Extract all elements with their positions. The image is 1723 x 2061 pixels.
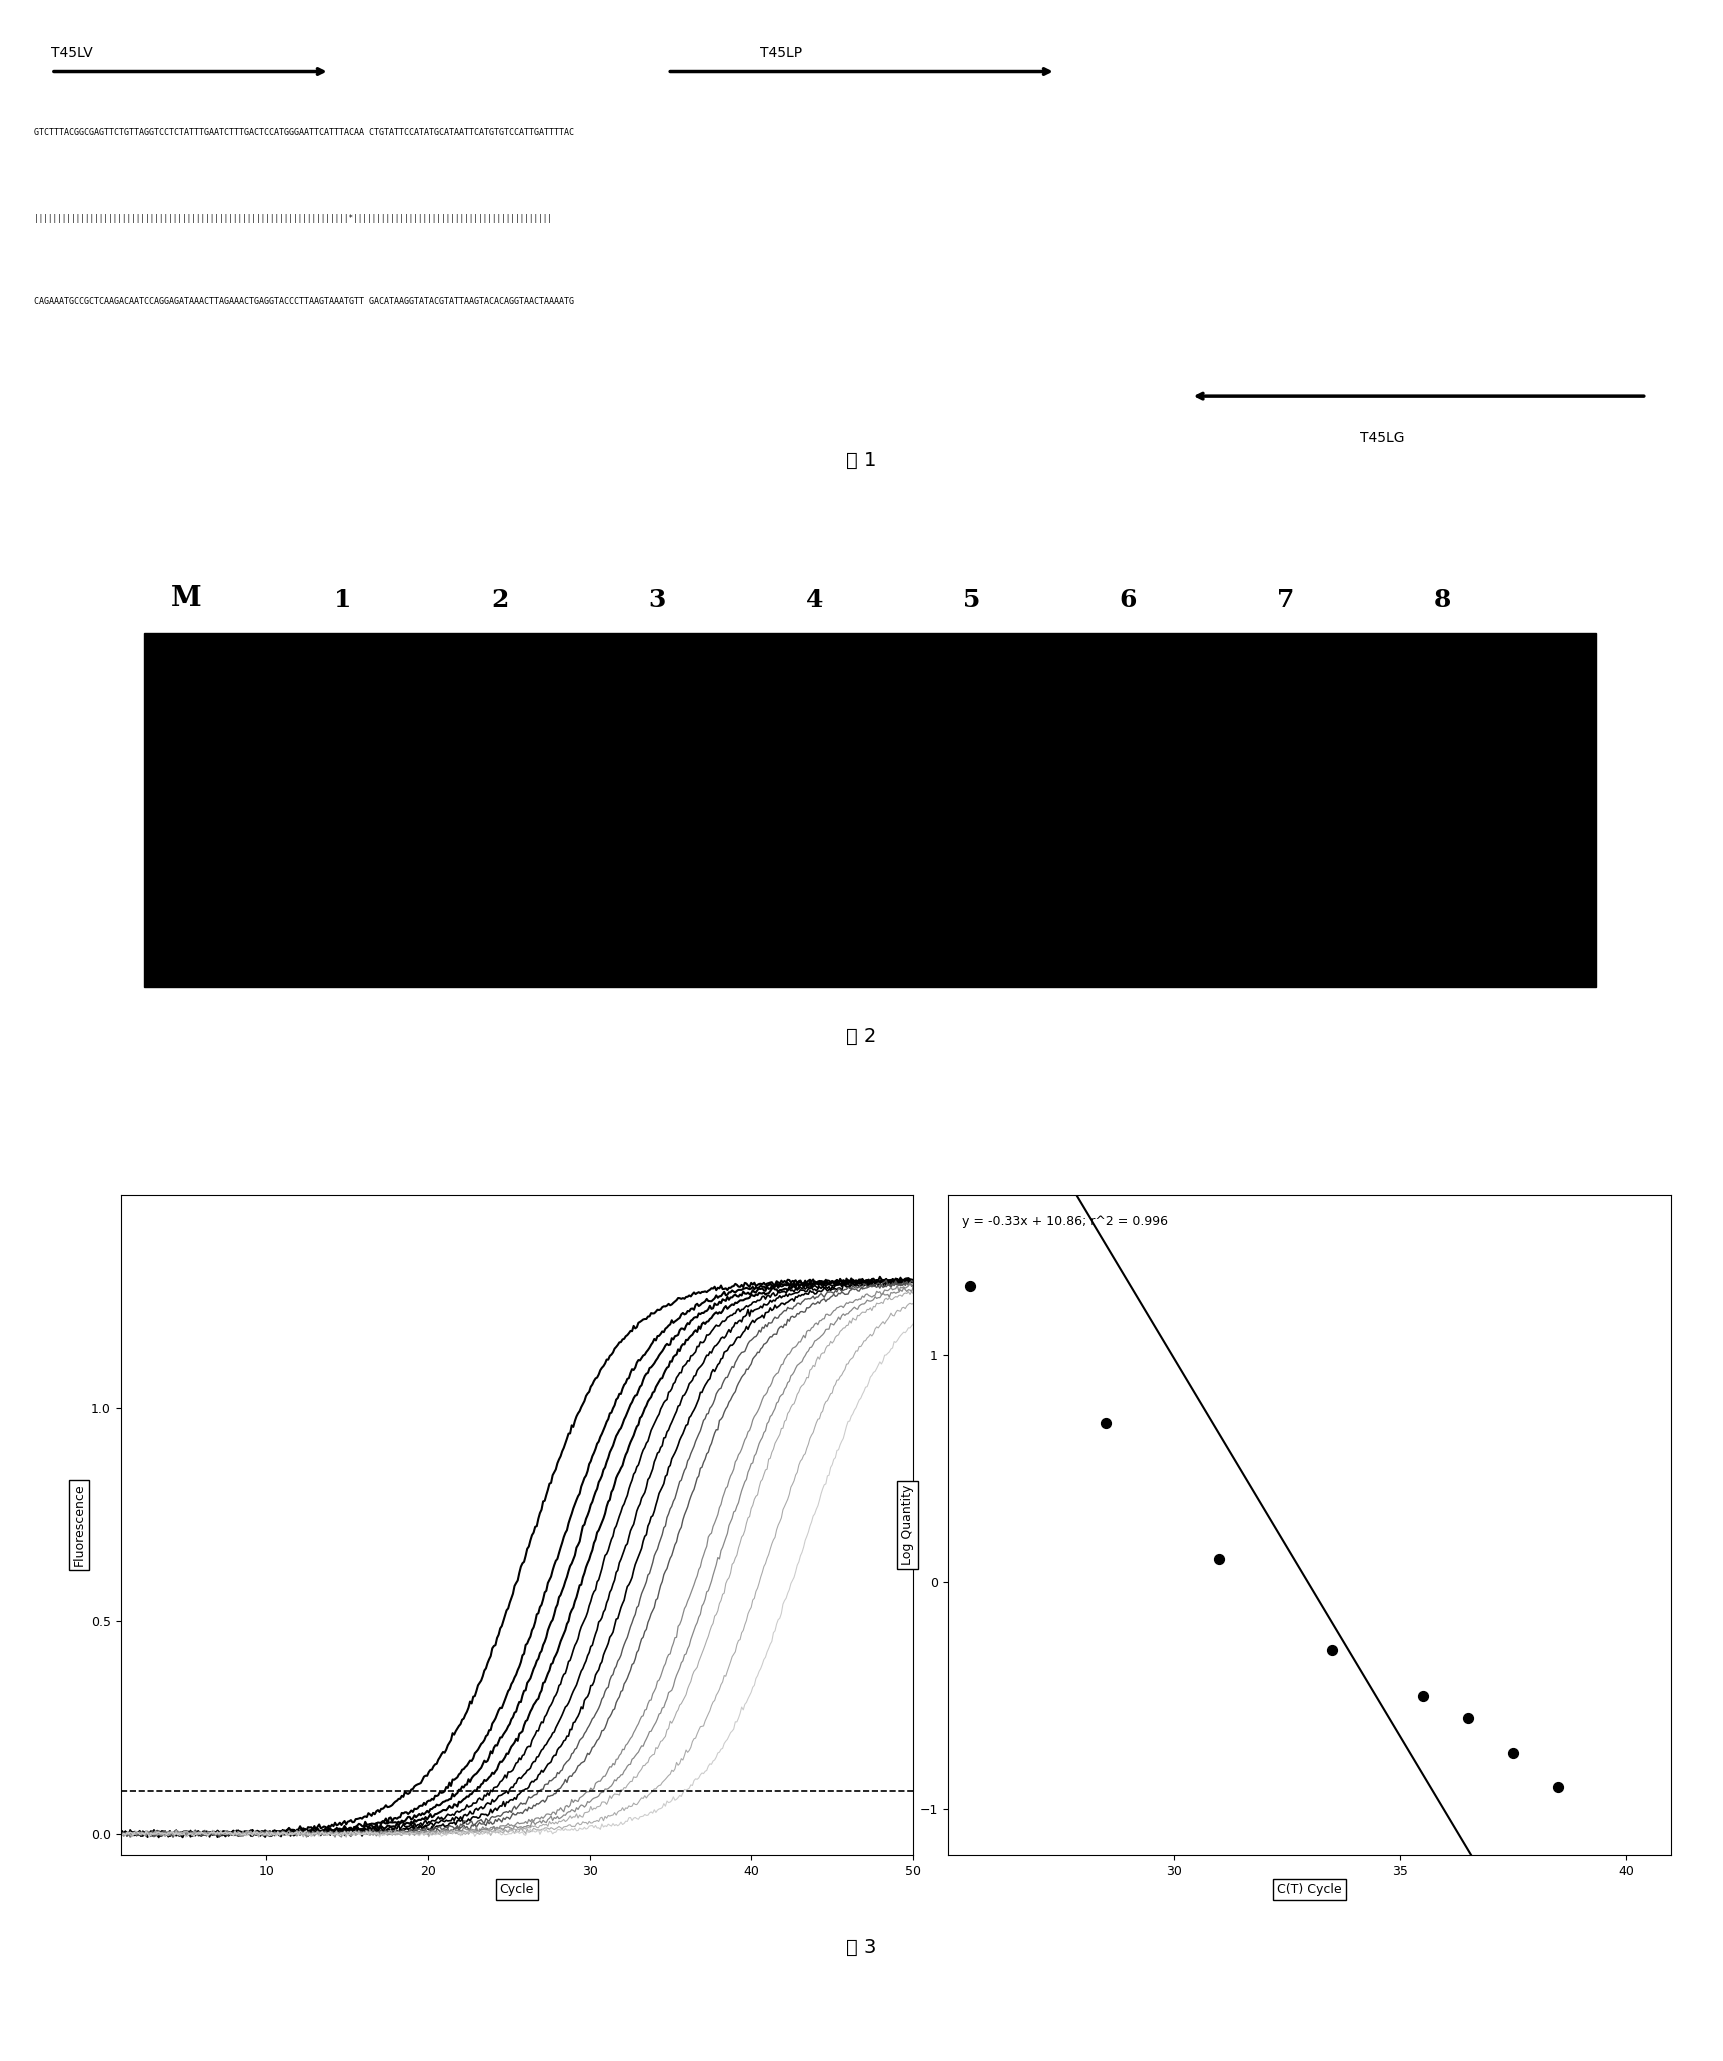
- Text: 4: 4: [806, 587, 824, 612]
- Text: 5: 5: [963, 587, 980, 612]
- Text: M: M: [171, 585, 202, 612]
- Bar: [143, 633, 1595, 987]
- Point: [956, 1270, 984, 1303]
- X-axis label: Cycle: Cycle: [500, 1884, 534, 1896]
- Point: [1092, 1406, 1120, 1439]
- Text: GTCTTTACGGCGAGTTCTGTTAGGTCCTCTATTTGAATCTTTGACTCCATGGGAATTCATTTACAA CTGTATTCCATAT: GTCTTTACGGCGAGTTCTGTTAGGTCCTCTATTTGAATCT…: [34, 128, 574, 136]
- Text: 7: 7: [1277, 587, 1294, 612]
- Text: 图 1: 图 1: [846, 451, 877, 470]
- Y-axis label: Log Quantity: Log Quantity: [901, 1486, 913, 1564]
- Text: T45LV: T45LV: [52, 45, 93, 60]
- Text: T45LP: T45LP: [760, 45, 803, 60]
- Point: [1454, 1702, 1482, 1735]
- Point: [1318, 1634, 1346, 1667]
- Point: [1544, 1770, 1571, 1803]
- Text: T45LG: T45LG: [1359, 431, 1404, 445]
- Text: 1: 1: [334, 587, 351, 612]
- Text: 2: 2: [491, 587, 508, 612]
- Text: 8: 8: [1434, 587, 1451, 612]
- Text: 图 3: 图 3: [846, 1937, 877, 1958]
- Text: ||||||||||||||||||||||||||||||||||||||||||||||||||||||||||||||||||||*|||||||||||: ||||||||||||||||||||||||||||||||||||||||…: [34, 214, 551, 223]
- Text: CAGAAATGCCGCTCAAGACAATCCAGGAGATAAACTTAGAAACTGAGGTACCCTTAAGTAAATGTT GACATAAGGTATA: CAGAAATGCCGCTCAAGACAATCCAGGAGATAAACTTAGA…: [34, 297, 574, 305]
- X-axis label: C(T) Cycle: C(T) Cycle: [1277, 1884, 1342, 1896]
- Y-axis label: Fluorescence: Fluorescence: [72, 1484, 86, 1566]
- Text: 3: 3: [648, 587, 665, 612]
- Point: [1499, 1735, 1527, 1768]
- Point: [1409, 1680, 1437, 1713]
- Text: 6: 6: [1120, 587, 1137, 612]
- Point: [1206, 1544, 1234, 1577]
- Text: y = -0.33x + 10.86; r^2 = 0.996: y = -0.33x + 10.86; r^2 = 0.996: [961, 1216, 1168, 1228]
- Text: 图 2: 图 2: [846, 1026, 877, 1045]
